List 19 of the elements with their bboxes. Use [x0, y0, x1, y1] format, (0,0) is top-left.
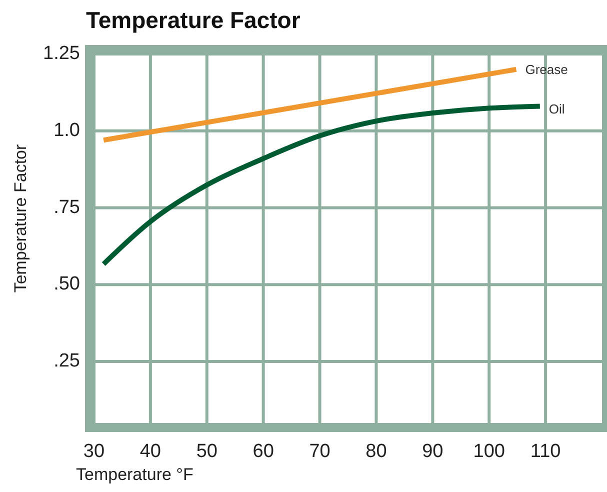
- series-label: Grease: [525, 62, 568, 77]
- x-tick-label: 80: [366, 441, 387, 462]
- y-tick-label: .25: [54, 350, 80, 372]
- x-tick-label: 60: [252, 441, 274, 462]
- x-tick-label: 70: [309, 441, 330, 462]
- y-tick-label: 1.0: [54, 120, 80, 141]
- x-tick-label: 90: [422, 441, 444, 462]
- y-tick-label: .50: [54, 274, 80, 295]
- y-tick-label: 1.25: [43, 43, 80, 64]
- x-tick-label: 30: [83, 441, 105, 462]
- series-label: Oil: [548, 102, 565, 117]
- x-tick-label: 50: [196, 441, 218, 462]
- x-tick-label: 40: [140, 441, 162, 462]
- chart-title: Temperature Factor: [86, 7, 300, 33]
- x-axis-title: Temperature °F: [76, 465, 194, 484]
- y-tick-label: .75: [54, 196, 80, 218]
- x-tick-label: 110: [530, 441, 561, 462]
- x-tick-label: 100: [473, 441, 505, 462]
- y-axis-title: Temperature Factor: [11, 144, 30, 293]
